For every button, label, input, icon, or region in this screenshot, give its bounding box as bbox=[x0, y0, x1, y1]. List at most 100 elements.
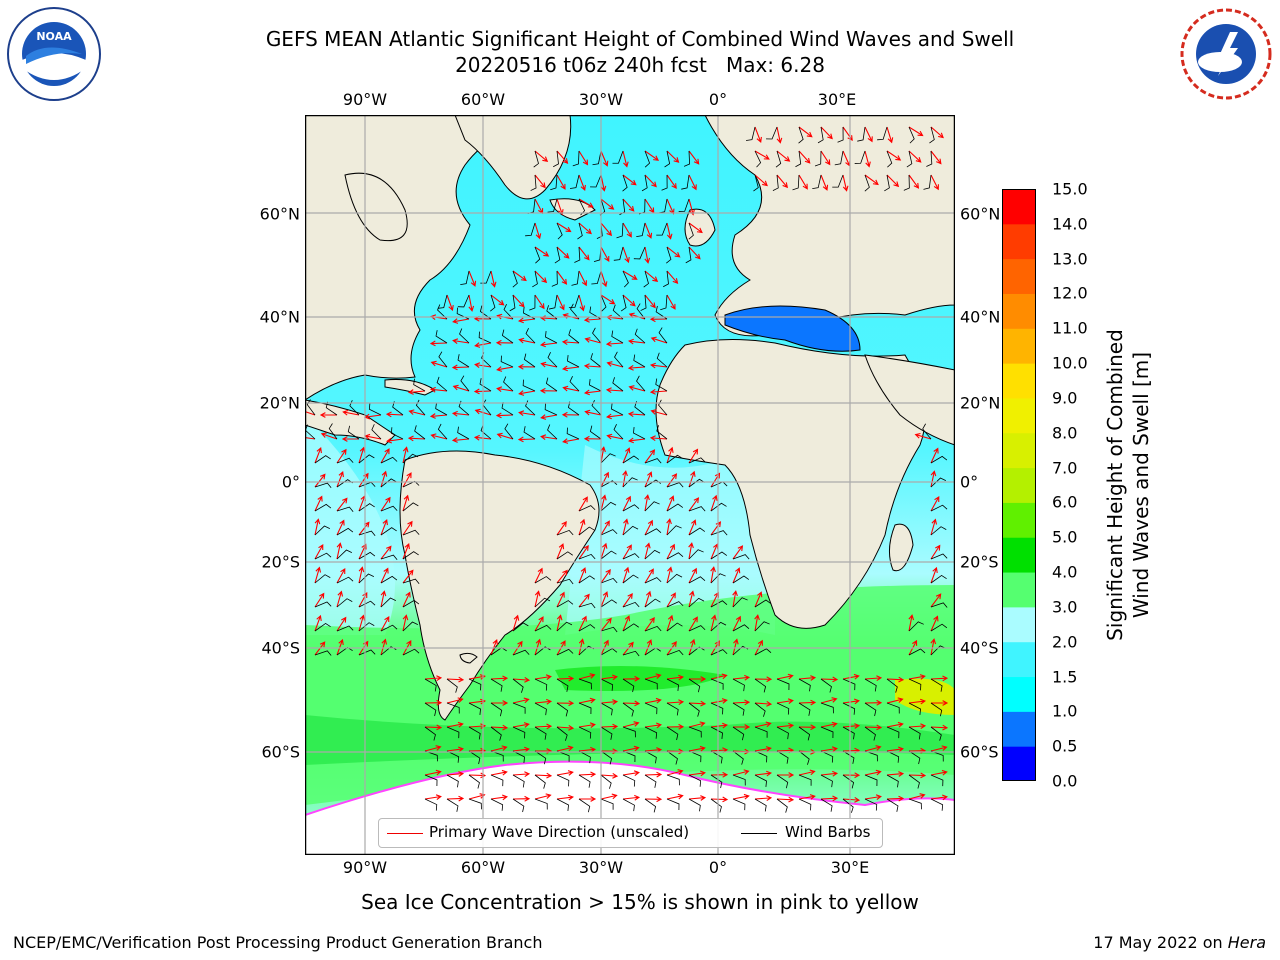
wave-direction-arrow bbox=[380, 448, 390, 464]
wind-barb bbox=[600, 550, 617, 560]
wind-barb bbox=[834, 150, 844, 166]
wind-barb bbox=[622, 525, 639, 536]
wave-direction-arrow bbox=[644, 519, 653, 536]
wave-direction-arrow bbox=[490, 724, 509, 731]
wave-direction-arrow bbox=[798, 174, 808, 190]
wind-barb bbox=[678, 198, 690, 212]
wind-barb bbox=[644, 577, 662, 584]
wave-direction-arrow bbox=[666, 473, 678, 488]
wind-barb bbox=[857, 126, 866, 142]
wind-barb bbox=[424, 726, 436, 741]
wind-barb bbox=[468, 678, 482, 691]
wave-direction-arrow bbox=[468, 698, 487, 705]
wave-direction-arrow bbox=[540, 361, 558, 368]
wave-direction-arrow bbox=[556, 294, 565, 311]
wind-barb bbox=[336, 506, 354, 512]
wind-barb bbox=[688, 625, 706, 632]
wind-barb-swatch bbox=[741, 833, 777, 834]
colorbar-segment bbox=[1002, 223, 1036, 260]
wind-barb bbox=[548, 294, 558, 310]
wave-direction-arrow bbox=[490, 270, 497, 288]
wave-direction-arrow bbox=[622, 447, 631, 464]
wind-barb bbox=[589, 379, 602, 392]
wave-direction-arrow bbox=[534, 616, 544, 632]
wave-direction-arrow bbox=[649, 435, 668, 442]
wind-barb bbox=[349, 400, 360, 416]
wind-barb bbox=[523, 426, 536, 440]
wave-direction-arrow bbox=[562, 385, 580, 392]
wind-barb bbox=[622, 726, 636, 738]
wind-barb bbox=[776, 750, 789, 764]
wind-barb bbox=[908, 702, 921, 715]
wave-direction-arrow bbox=[490, 769, 508, 776]
wind-barb bbox=[877, 126, 888, 141]
wave-direction-arrow bbox=[496, 386, 514, 392]
wave-direction-arrow bbox=[754, 700, 773, 707]
wave-direction-arrow bbox=[627, 338, 646, 345]
wave-direction-arrow bbox=[930, 769, 948, 776]
wave-direction-arrow bbox=[578, 638, 585, 656]
wave-direction-arrow bbox=[644, 771, 663, 778]
wind-barb bbox=[622, 504, 640, 512]
wave-direction-arrow bbox=[556, 270, 568, 285]
wave-direction-arrow bbox=[336, 590, 344, 608]
wave-direction-arrow bbox=[305, 410, 316, 416]
wave-direction-arrow bbox=[534, 174, 546, 189]
wind-barb bbox=[533, 150, 539, 168]
wind-barb bbox=[424, 798, 438, 811]
wave-direction-arrow bbox=[336, 519, 345, 536]
wave-direction-arrow bbox=[534, 150, 549, 163]
wind-barb bbox=[613, 246, 624, 261]
wave-direction-arrow bbox=[468, 723, 487, 730]
wave-direction-arrow bbox=[342, 409, 360, 416]
wind-barb bbox=[347, 425, 360, 440]
wind-barb bbox=[578, 198, 586, 216]
wind-barb bbox=[622, 477, 638, 488]
wave-direction-arrow bbox=[578, 697, 596, 704]
wind-barb bbox=[512, 774, 525, 788]
colorbar-tick: 14.0 bbox=[1052, 214, 1088, 234]
colorbar-segment bbox=[1002, 432, 1036, 469]
wave-direction-arrow bbox=[754, 150, 770, 160]
wind-barb bbox=[644, 702, 658, 715]
wind-barb bbox=[710, 678, 724, 690]
wind-barb bbox=[636, 375, 646, 392]
wave-direction-arrow bbox=[314, 566, 322, 584]
lon-tick-bottom: 0° bbox=[708, 858, 728, 877]
wave-direction-arrow bbox=[495, 412, 514, 419]
wave-direction-arrow bbox=[517, 363, 536, 370]
wind-barb bbox=[666, 798, 680, 810]
wave-direction-arrow bbox=[314, 473, 326, 488]
wind-barb bbox=[666, 552, 684, 560]
wind-barb bbox=[591, 399, 602, 416]
wind-barb bbox=[402, 529, 420, 536]
colorbar-tick: 5.0 bbox=[1052, 527, 1078, 547]
wind-barb bbox=[930, 602, 948, 608]
wind-barb bbox=[314, 622, 331, 632]
wave-direction-arrow bbox=[556, 520, 567, 536]
wind-barb bbox=[754, 648, 772, 656]
wind-barb bbox=[556, 678, 569, 692]
wave-direction-arrow bbox=[930, 126, 944, 139]
wind-barb bbox=[798, 774, 812, 786]
wind-barb bbox=[636, 222, 646, 238]
wind-barb bbox=[380, 478, 397, 488]
wave-direction-arrow bbox=[644, 471, 653, 488]
wind-barb bbox=[578, 526, 595, 536]
wave-direction-arrow bbox=[886, 676, 905, 683]
wind-barb bbox=[622, 702, 634, 717]
wind-barb bbox=[710, 530, 728, 536]
wind-barb bbox=[325, 401, 338, 416]
wave-direction-arrow bbox=[622, 700, 641, 707]
wave-direction-arrow bbox=[627, 437, 646, 444]
wave-direction-arrow bbox=[429, 340, 448, 347]
lon-tick-top: 30°W bbox=[578, 90, 624, 109]
wave-direction-arrow bbox=[512, 676, 531, 683]
wave-direction-arrow bbox=[754, 770, 773, 777]
wind-barb bbox=[622, 553, 640, 560]
wind-barb bbox=[532, 270, 538, 288]
wave-direction-arrow bbox=[584, 337, 602, 344]
lat-tick-right: 40°N bbox=[960, 307, 1001, 327]
wind-barb bbox=[930, 798, 944, 811]
wind-barb bbox=[644, 458, 662, 464]
